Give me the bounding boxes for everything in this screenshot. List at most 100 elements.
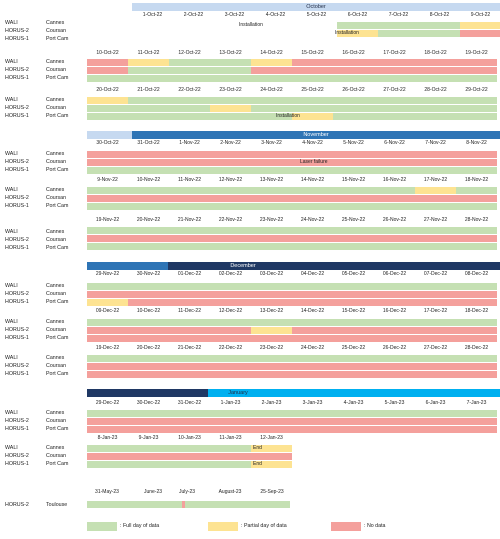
date-label: 23-Nov-22 bbox=[259, 217, 284, 223]
bar-nodata bbox=[87, 159, 497, 166]
date-label: 9-Jan-23 bbox=[138, 435, 159, 441]
date-label: 14-Oct-22 bbox=[260, 50, 283, 56]
date-label: 01-Dec-22 bbox=[177, 271, 202, 277]
date-label: 02-Dec-22 bbox=[218, 271, 243, 277]
date-label: 6-Nov-22 bbox=[384, 140, 405, 146]
toulouse-date: 25-Sep-23 bbox=[260, 489, 284, 495]
date-label: 5-Jan-23 bbox=[384, 400, 405, 406]
date-label: 4-Jan-23 bbox=[343, 400, 364, 406]
instrument-label: WALI bbox=[5, 283, 18, 289]
bar-annotation: Installation bbox=[276, 113, 300, 119]
date-label: 1-Oct-22 bbox=[142, 12, 163, 18]
site-label: Port Cam bbox=[46, 335, 69, 341]
date-label: 18-Dec-22 bbox=[464, 308, 489, 314]
site-label: Toulouse bbox=[46, 502, 68, 508]
instrument-label: HORUS-1 bbox=[5, 426, 29, 432]
instrument-label: HORUS-1 bbox=[5, 113, 29, 119]
date-label: 07-Dec-22 bbox=[423, 271, 448, 277]
date-label: 11-Jan-23 bbox=[219, 435, 242, 441]
bar-nodata bbox=[87, 291, 497, 298]
site-label: Port Cam bbox=[46, 245, 69, 251]
date-label: 14-Dec-22 bbox=[300, 308, 325, 314]
date-label: 5-Nov-22 bbox=[343, 140, 364, 146]
date-label: 28-Dec-22 bbox=[464, 345, 489, 351]
site-label: Coursan bbox=[46, 28, 67, 34]
bar-full bbox=[185, 501, 290, 508]
date-label: 1-Nov-22 bbox=[179, 140, 200, 146]
bar-full bbox=[128, 67, 169, 74]
site-label: Cannes bbox=[46, 410, 65, 416]
instrument-label: WALI bbox=[5, 319, 18, 325]
date-label: 20-Nov-22 bbox=[136, 217, 161, 223]
bar-partial bbox=[460, 22, 500, 29]
site-label: Cannes bbox=[46, 355, 65, 361]
instrument-label: WALI bbox=[5, 151, 18, 157]
date-label: 8-Jan-23 bbox=[97, 435, 118, 441]
instrument-label: HORUS-1 bbox=[5, 335, 29, 341]
site-label: Port Cam bbox=[46, 167, 69, 173]
date-label: 15-Oct-22 bbox=[301, 50, 324, 56]
bar-full bbox=[87, 243, 497, 250]
site-label: Port Cam bbox=[46, 299, 69, 305]
date-label: 13-Oct-22 bbox=[219, 50, 242, 56]
date-label: 17-Nov-22 bbox=[423, 177, 448, 183]
site-label: Cannes bbox=[46, 151, 65, 157]
date-label: 2-Oct-22 bbox=[183, 12, 204, 18]
bar-annotation: Laser failure bbox=[300, 159, 328, 165]
bar-nodata bbox=[182, 501, 185, 508]
date-label: 29-Oct-22 bbox=[465, 87, 488, 93]
date-label: 9-Nov-22 bbox=[97, 177, 118, 183]
instrument-label: HORUS-2 bbox=[5, 195, 29, 201]
site-label: Coursan bbox=[46, 237, 67, 243]
bar-full bbox=[87, 501, 182, 508]
site-label: Port Cam bbox=[46, 426, 69, 432]
date-label: 7-Oct-22 bbox=[388, 12, 409, 18]
date-label: 28-Oct-22 bbox=[424, 87, 447, 93]
bar-partial bbox=[251, 461, 292, 468]
date-label: 9-Oct-22 bbox=[470, 12, 491, 18]
date-label: 8-Nov-22 bbox=[466, 140, 487, 146]
toulouse-date: June-23 bbox=[143, 489, 163, 495]
bar-nodata bbox=[87, 195, 497, 202]
date-label: 29-Nov-22 bbox=[95, 271, 120, 277]
date-label: 12-Jan-23 bbox=[260, 435, 283, 441]
toulouse-date: 31-May-23 bbox=[95, 489, 119, 495]
date-label: 17-Dec-22 bbox=[423, 308, 448, 314]
month-header-october-tail bbox=[87, 131, 132, 139]
date-label: 14-Nov-22 bbox=[300, 177, 325, 183]
date-label: 05-Dec-22 bbox=[341, 271, 366, 277]
date-label: 25-Oct-22 bbox=[301, 87, 324, 93]
date-label: 22-Oct-22 bbox=[178, 87, 201, 93]
bar-full bbox=[87, 445, 251, 452]
month-label: January bbox=[228, 390, 248, 396]
date-label: 30-Dec-22 bbox=[136, 400, 161, 406]
site-label: Cannes bbox=[46, 59, 65, 65]
instrument-label: HORUS-2 bbox=[5, 67, 29, 73]
site-label: Cannes bbox=[46, 445, 65, 451]
month-header-december: December bbox=[168, 262, 500, 270]
bar-partial bbox=[210, 105, 251, 112]
date-label: 15-Dec-22 bbox=[341, 308, 366, 314]
date-label: 19-Nov-22 bbox=[95, 217, 120, 223]
date-label: 20-Oct-22 bbox=[96, 87, 119, 93]
legend-swatch-full bbox=[87, 522, 117, 531]
bar-nodata bbox=[292, 327, 497, 334]
bar-full bbox=[251, 105, 497, 112]
bar-full bbox=[419, 22, 460, 29]
instrument-label: HORUS-2 bbox=[5, 159, 29, 165]
month-label: December bbox=[230, 263, 256, 269]
date-label: 12-Nov-22 bbox=[218, 177, 243, 183]
month-label: November bbox=[303, 132, 329, 138]
bar-full bbox=[87, 113, 292, 120]
bar-full bbox=[87, 167, 497, 174]
bar-full bbox=[87, 203, 497, 210]
date-label: 21-Dec-22 bbox=[177, 345, 202, 351]
month-label: October bbox=[306, 4, 326, 10]
date-label: 10-Oct-22 bbox=[96, 50, 119, 56]
legend-label-full: : Full day of data bbox=[120, 523, 160, 529]
site-label: Cannes bbox=[46, 283, 65, 289]
bar-annotation: End bbox=[253, 445, 262, 451]
bar-partial bbox=[292, 113, 333, 120]
date-label: 26-Oct-22 bbox=[342, 87, 365, 93]
site-label: Port Cam bbox=[46, 36, 69, 42]
